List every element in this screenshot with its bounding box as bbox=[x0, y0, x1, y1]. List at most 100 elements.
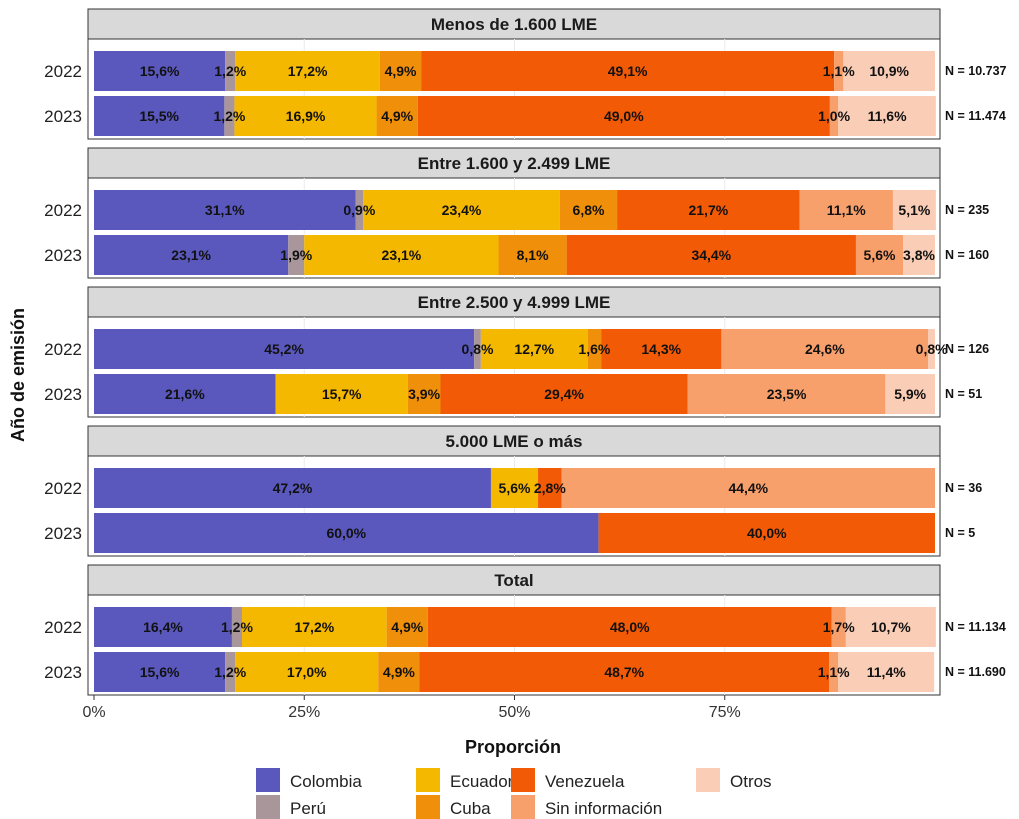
bar-segment-venezuela bbox=[417, 96, 830, 136]
legend-item-sin-informacion: Sin información bbox=[511, 795, 662, 819]
bar-segment-peru bbox=[355, 190, 364, 230]
sample-size-label: N = 11.134 bbox=[945, 620, 1006, 634]
legend-swatch bbox=[511, 795, 535, 819]
bar-segment-peru bbox=[288, 235, 305, 275]
sample-size-label: N = 160 bbox=[945, 248, 989, 262]
data-label: 45,2% bbox=[264, 341, 304, 357]
data-label: 15,5% bbox=[139, 108, 179, 124]
bar-segment-cuba bbox=[407, 374, 441, 414]
bar-segment-sin-informacion bbox=[687, 374, 886, 414]
sample-size-label: N = 11.474 bbox=[945, 109, 1006, 123]
bar-segment-ecuador bbox=[480, 329, 588, 369]
legend-swatch bbox=[256, 795, 280, 819]
data-label: 1,6% bbox=[578, 341, 610, 357]
bar-segment-peru bbox=[225, 51, 236, 91]
data-label: 1,2% bbox=[221, 619, 253, 635]
data-label: 40,0% bbox=[747, 525, 787, 541]
data-label: 5,6% bbox=[864, 247, 896, 263]
legend-swatch bbox=[696, 768, 720, 792]
legend-item-colombia: Colombia bbox=[256, 768, 362, 792]
chart-panels: Menos de 1.600 LME 2022 15,6% 1,2% 17,2% 4,9%… bbox=[44, 8, 1007, 696]
x-tick-label: 0% bbox=[82, 704, 105, 721]
data-label: 10,9% bbox=[869, 63, 909, 79]
legend-label: Ecuador bbox=[450, 772, 514, 791]
bar-segment-venezuela bbox=[538, 468, 562, 508]
bar-segment-otros bbox=[903, 235, 935, 275]
data-label: 23,1% bbox=[382, 247, 422, 263]
facet-panel: 5.000 LME o más 2022 47,2% 5,6% 2,8% 44,4% N =… bbox=[44, 425, 982, 557]
bar-segment-cuba bbox=[376, 96, 418, 136]
sample-size-label: N = 235 bbox=[945, 203, 989, 217]
legend-item-otros: Otros bbox=[696, 768, 772, 792]
bar-segment-peru bbox=[224, 96, 235, 136]
data-label: 24,6% bbox=[805, 341, 845, 357]
sample-size-label: N = 36 bbox=[945, 481, 982, 495]
bar-segment-sin-informacion bbox=[834, 51, 844, 91]
x-tick-label: 25% bbox=[288, 704, 320, 721]
facet-panel: Entre 1.600 y 2.499 LME 2022 31,1% 0,9% 23,4… bbox=[44, 147, 989, 279]
bar-segment-otros bbox=[838, 96, 936, 136]
data-label: 48,0% bbox=[610, 619, 650, 635]
facet-panel: Total 2022 16,4% 1,2% 17,2% 4,9% 48,0% 1,7% 10,7… bbox=[44, 564, 1006, 696]
bar-segment-otros bbox=[845, 607, 936, 647]
bar-segment-colombia bbox=[94, 190, 356, 230]
x-tick-label: 50% bbox=[498, 704, 530, 721]
y-tick-label: 2023 bbox=[44, 663, 82, 682]
legend-item-cuba: Cuba bbox=[416, 795, 491, 819]
bar-segment-sin-informacion bbox=[829, 96, 839, 136]
facet-title: Entre 1.600 y 2.499 LME bbox=[418, 154, 611, 173]
sample-size-label: N = 10.737 bbox=[945, 64, 1007, 78]
data-label: 11,1% bbox=[827, 202, 866, 218]
bar-segment-ecuador bbox=[235, 652, 379, 692]
data-label: 4,9% bbox=[391, 619, 423, 635]
bar-segment-colombia bbox=[94, 468, 491, 508]
data-label: 21,6% bbox=[165, 386, 205, 402]
data-label: 3,8% bbox=[903, 247, 935, 263]
bar-segment-peru bbox=[225, 652, 236, 692]
legend-swatch bbox=[416, 795, 440, 819]
facet-title: Total bbox=[494, 571, 533, 590]
data-label: 1,9% bbox=[280, 247, 312, 263]
data-label: 16,9% bbox=[286, 108, 326, 124]
facet-strip bbox=[87, 147, 941, 179]
legend-label: Perú bbox=[290, 799, 326, 818]
sample-size-label: N = 51 bbox=[945, 387, 982, 401]
bar-segment-otros bbox=[892, 190, 936, 230]
bar-segment-otros bbox=[838, 652, 935, 692]
y-tick-label: 2023 bbox=[44, 246, 82, 265]
data-label: 3,9% bbox=[408, 386, 440, 402]
sample-size-label: N = 126 bbox=[945, 342, 989, 356]
data-label: 4,9% bbox=[385, 63, 417, 79]
sample-size-label: N = 11.690 bbox=[945, 665, 1006, 679]
bar-segment-otros bbox=[928, 329, 935, 369]
legend-label: Colombia bbox=[290, 772, 362, 791]
bar-segment-colombia bbox=[94, 374, 276, 414]
facet-title: Entre 2.500 y 4.999 LME bbox=[418, 293, 611, 312]
data-label: 1,2% bbox=[214, 63, 246, 79]
bar-segment-sin-informacion bbox=[855, 235, 904, 275]
y-tick-label: 2022 bbox=[44, 340, 82, 359]
legend-item-peru: Perú bbox=[256, 795, 326, 819]
data-label: 12,7% bbox=[514, 341, 554, 357]
bar-segment-venezuela bbox=[566, 235, 856, 275]
data-label: 48,7% bbox=[604, 664, 644, 680]
bar-segment-cuba bbox=[379, 51, 422, 91]
data-label: 17,2% bbox=[294, 619, 334, 635]
y-tick-label: 2022 bbox=[44, 479, 82, 498]
legend-swatch bbox=[511, 768, 535, 792]
data-label: 6,8% bbox=[573, 202, 605, 218]
legend-item-venezuela: Venezuela bbox=[511, 768, 625, 792]
bar-segment-cuba bbox=[386, 607, 428, 647]
bar-segment-ecuador bbox=[235, 51, 380, 91]
y-tick-label: 2023 bbox=[44, 385, 82, 404]
bar-segment-ecuador bbox=[363, 190, 560, 230]
data-label: 1,0% bbox=[818, 108, 850, 124]
bar-segment-peru bbox=[231, 607, 243, 647]
legend-label: Cuba bbox=[450, 799, 491, 818]
bar-segment-colombia bbox=[94, 235, 289, 275]
bar-segment-colombia bbox=[94, 329, 475, 369]
data-label: 1,1% bbox=[818, 664, 850, 680]
data-label: 0,9% bbox=[343, 202, 375, 218]
bar-segment-cuba bbox=[587, 329, 602, 369]
facet-panel: Entre 2.500 y 4.999 LME 2022 45,2% 0,8% 12,7… bbox=[44, 286, 989, 418]
